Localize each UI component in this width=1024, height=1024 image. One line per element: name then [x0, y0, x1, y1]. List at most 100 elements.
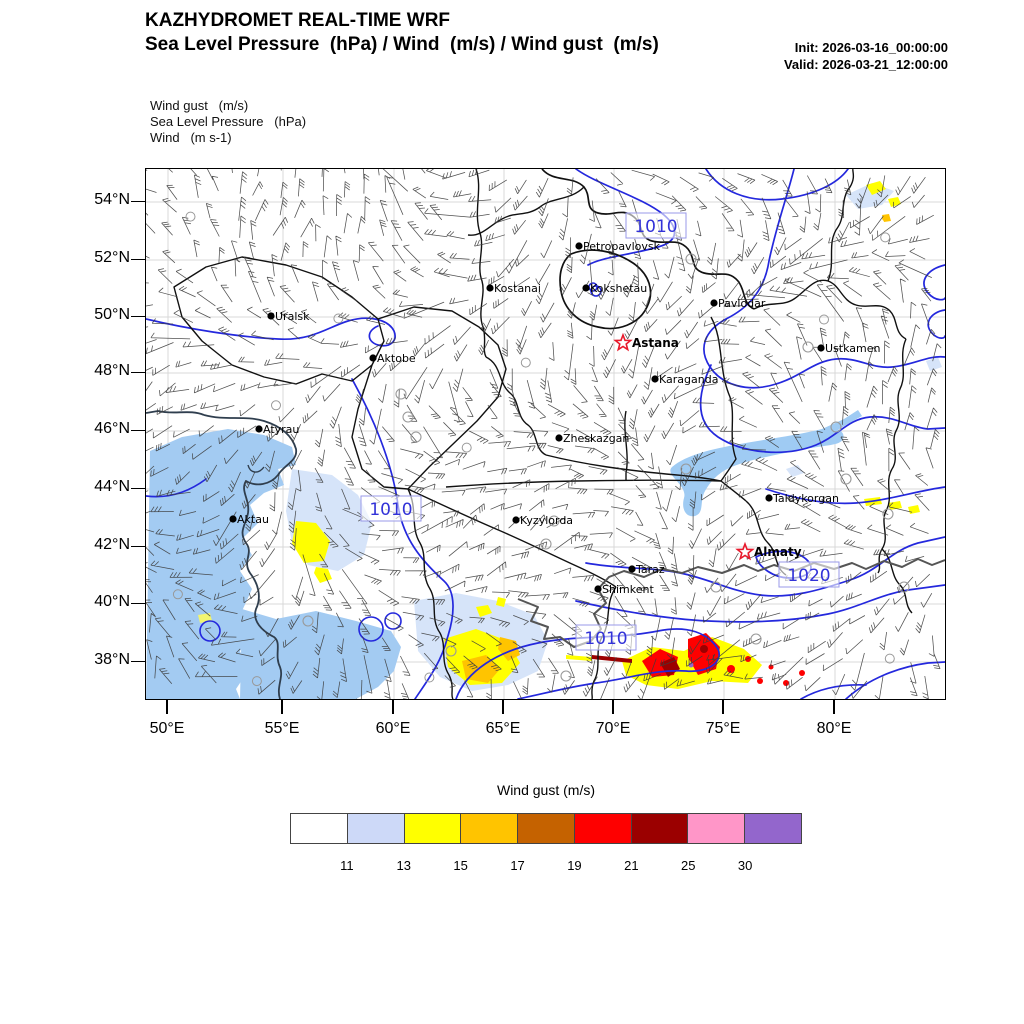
- lon-tick: [833, 699, 835, 714]
- colorbar-boundary-label: 13: [396, 858, 411, 873]
- lat-tick-label: 42°N: [94, 536, 130, 553]
- colorbar-boundary-label: 11: [340, 858, 354, 873]
- lon-tick: [392, 699, 394, 714]
- map-layers: Petropavlovsk Kostanai Kokshetau Pavlodar Ur…: [146, 169, 945, 699]
- colorbar-labels: 11 13 15 17 19 21 25 30: [290, 858, 802, 876]
- pressure-label-layer: 1010 1010 1020 1010: [360, 212, 840, 651]
- lon-tick-label: 55°E: [264, 720, 300, 737]
- lon-tick-label: 50°E: [149, 720, 185, 737]
- lat-tick: [131, 602, 145, 604]
- city-marker-zheskazgan: Zheskazgan: [555, 432, 629, 445]
- city-label: Taraz: [635, 563, 665, 576]
- colorbar-boundary-label: 25: [680, 858, 696, 873]
- lon-tick: [281, 699, 283, 714]
- colorbar-cell-3: [460, 814, 518, 843]
- lat-tick-label: 52°N: [94, 249, 130, 266]
- colorbar-cell-6: [630, 814, 688, 843]
- city-label: Kostanai: [494, 282, 541, 295]
- lon-tick: [166, 699, 168, 714]
- lat-tick-label: 54°N: [94, 191, 130, 208]
- svg-text:1010: 1010: [584, 629, 627, 649]
- pressure-label-1010: 1010: [575, 624, 637, 651]
- lon-tick-label: 80°E: [816, 720, 852, 737]
- city-marker-atyrau: Atyrau: [255, 423, 299, 436]
- lat-tick: [131, 258, 145, 260]
- lat-tick-label: 46°N: [94, 420, 130, 437]
- lat-tick: [131, 371, 145, 373]
- city-marker-kyzylorda: Kyzylorda: [512, 514, 573, 527]
- city-marker-aktau: Aktau: [229, 513, 269, 526]
- lat-tick: [131, 545, 145, 547]
- colorbar-boundary-label: 30: [737, 858, 753, 873]
- city-label: Pavlodar: [718, 297, 766, 310]
- city-label: Taldykorgan: [772, 492, 839, 505]
- colorbar-title: Wind gust (m/s): [496, 782, 595, 798]
- city-label: Petropavlovsk: [583, 240, 661, 253]
- city-marker-taraz: Taraz: [628, 563, 665, 576]
- city-marker-petropavlovsk: Petropavlovsk: [575, 240, 661, 253]
- lat-tick: [131, 200, 145, 202]
- lon-tick: [502, 699, 504, 714]
- pressure-label-1010: 1010: [625, 212, 687, 239]
- lon-tick-label: 60°E: [375, 720, 411, 737]
- city-label: Ustkamen: [825, 342, 880, 355]
- city-marker-aktobe: Aktobe: [369, 352, 416, 365]
- city-marker-uralsk: Uralsk: [267, 310, 310, 323]
- map-variable-legend: Wind gust (m/s) Sea Level Pressure (hPa)…: [150, 98, 306, 146]
- colorbar-cell-5: [573, 814, 631, 843]
- page-title: KAZHYDROMET REAL-TIME WRF: [145, 10, 451, 31]
- lat-tick: [131, 315, 145, 317]
- city-label: Aktau: [237, 513, 269, 526]
- city-marker-pavlodar: Pavlodar: [710, 297, 766, 310]
- lon-tick-label: 65°E: [485, 720, 521, 737]
- lon-tick-label: 70°E: [595, 720, 631, 737]
- city-label: Zheskazgan: [563, 432, 629, 445]
- lat-tick-label: 48°N: [94, 362, 130, 379]
- colorbar-cell-7: [687, 814, 745, 843]
- colorbar-boundary-label: 17: [510, 858, 525, 873]
- city-label: Kyzylorda: [520, 514, 573, 527]
- city-marker-kostanai: Kostanai: [486, 282, 541, 295]
- weather-map: Petropavlovsk Kostanai Kokshetau Pavlodar Ur…: [145, 168, 946, 700]
- city-label: Kokshetau: [590, 282, 647, 295]
- page-subtitle: Sea Level Pressure (hPa) / Wind (m/s) / …: [145, 34, 659, 55]
- colorbar-cell-4: [517, 814, 574, 843]
- legend-line-wind: Wind (m s-1): [150, 130, 232, 145]
- city-marker-taldykorgan: Taldykorgan: [765, 492, 839, 505]
- init-timestamp: Init: 2026-03-16_00:00:00: [794, 40, 948, 55]
- lon-tick-label: 75°E: [705, 720, 741, 737]
- city-marker-ustkamen: Ustkamen: [817, 342, 880, 355]
- wind-gust-shading-layer: [146, 181, 942, 699]
- city-label: Uralsk: [275, 310, 310, 323]
- city-marker-almaty: Almaty: [735, 541, 802, 561]
- svg-text:1020: 1020: [787, 566, 830, 586]
- legend-line-slp: Sea Level Pressure (hPa): [150, 114, 307, 129]
- lon-tick: [612, 699, 614, 714]
- colorbar-cell-0: [291, 814, 347, 843]
- lat-tick: [131, 487, 145, 489]
- lat-tick-label: 44°N: [94, 478, 130, 495]
- city-label: Karaganda: [659, 373, 718, 386]
- city-label: Aktobe: [377, 352, 416, 365]
- colorbar-boundary-label: 19: [567, 858, 582, 873]
- lat-tick-label: 40°N: [94, 593, 130, 610]
- svg-text:1010: 1010: [369, 500, 412, 520]
- city-label: Almaty: [754, 545, 802, 559]
- city-layer: Petropavlovsk Kostanai Kokshetau Pavlodar Ur…: [229, 240, 880, 596]
- lat-tick-label: 38°N: [94, 651, 130, 668]
- city-marker-karaganda: Karaganda: [651, 373, 718, 386]
- city-marker-astana: Astana: [613, 332, 679, 352]
- lon-tick: [722, 699, 724, 714]
- svg-text:1010: 1010: [634, 217, 677, 237]
- lat-tick: [131, 660, 145, 662]
- map-svg: Petropavlovsk Kostanai Kokshetau Pavlodar Ur…: [146, 169, 945, 699]
- city-label: Atyrau: [263, 423, 299, 436]
- city-label: Shimkent: [602, 583, 654, 596]
- border-layer: [146, 169, 945, 699]
- lat-tick: [131, 429, 145, 431]
- city-label: Astana: [632, 336, 679, 350]
- city-marker-kokshetau: Kokshetau: [582, 282, 647, 295]
- colorbar-boundary-label: 21: [624, 858, 639, 873]
- lat-tick-label: 50°N: [94, 306, 130, 323]
- colorbar-cell-8: [744, 814, 802, 843]
